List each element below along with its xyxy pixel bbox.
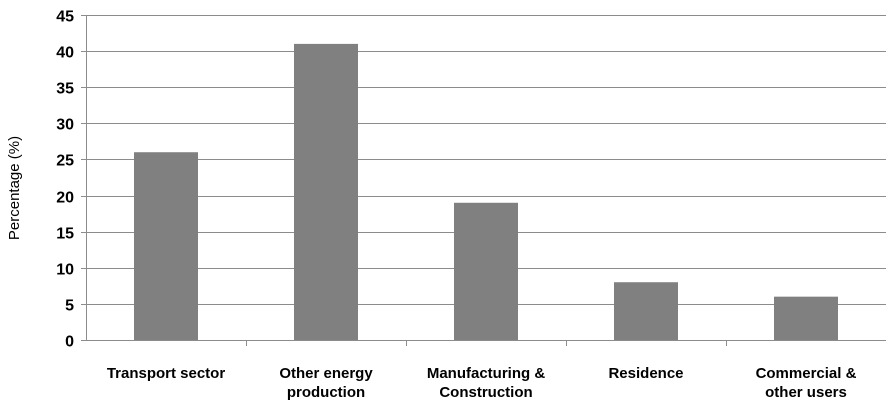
y-tick-label: 25 xyxy=(56,153,74,170)
y-tick-label: 10 xyxy=(56,262,74,279)
x-tick-label: other users xyxy=(765,384,847,401)
bars xyxy=(134,43,838,341)
y-tick-label: 40 xyxy=(56,45,74,62)
y-tick-label: 15 xyxy=(56,226,74,243)
bar xyxy=(614,282,678,340)
axes xyxy=(81,15,886,346)
y-tick-label: 35 xyxy=(56,81,74,98)
bar xyxy=(294,43,358,341)
x-tick-label: Commercial & xyxy=(756,365,857,382)
y-tick-label: 30 xyxy=(56,117,74,134)
bar xyxy=(454,202,518,340)
x-tick-label: Residence xyxy=(608,365,683,382)
x-tick-label: Other energy xyxy=(279,365,373,382)
x-tick-label: Construction xyxy=(439,384,532,401)
y-tick-label: 45 xyxy=(56,9,74,26)
y-tick-label: 5 xyxy=(65,298,74,315)
x-tick-label: production xyxy=(287,384,365,401)
y-tick-label: 0 xyxy=(65,334,74,351)
x-tick-label: Transport sector xyxy=(107,365,226,382)
y-axis-title: Percentage (%) xyxy=(6,136,23,240)
bar xyxy=(774,296,838,340)
labels: 0 5 10 15 20 25 30 35 40 45 Transport sector Other … xyxy=(56,9,856,402)
bar xyxy=(134,152,198,340)
gridlines xyxy=(86,15,886,305)
y-tick-label: 20 xyxy=(56,190,74,207)
x-tick-label: Manufacturing & xyxy=(427,365,545,382)
